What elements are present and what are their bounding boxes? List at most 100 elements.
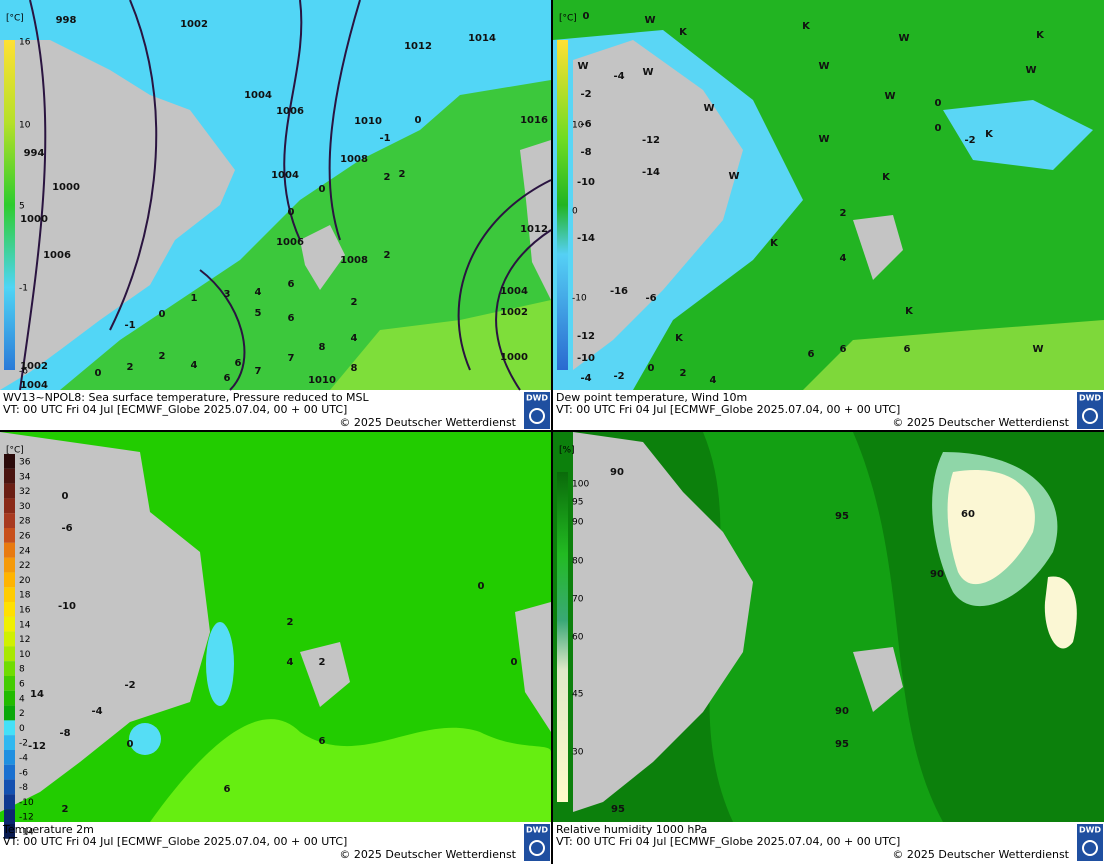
legend-cell [4, 468, 15, 484]
contour-label: 0 [95, 368, 102, 379]
contour-label: -2 [124, 680, 135, 691]
contour-label: -8 [580, 147, 591, 158]
contour-label: 6 [224, 784, 231, 795]
moist-area [703, 432, 943, 822]
contour-label: 0 [288, 207, 295, 218]
contour-label: 0 [478, 581, 485, 592]
legend-label: 24 [19, 546, 31, 556]
contour-label: 2 [287, 617, 294, 628]
contour-label: 0 [935, 123, 942, 134]
legend-label: 70 [572, 595, 584, 605]
legend-cell [4, 720, 15, 736]
dry-area [947, 470, 1035, 585]
unit-label: [°C] [6, 446, 24, 456]
warm-area [150, 719, 551, 822]
legend-label: 80 [572, 557, 584, 567]
contour-label: -10 [577, 177, 595, 188]
contour-label: -2 [613, 371, 624, 382]
legend-label: 10 [572, 121, 584, 131]
legend-label: 14 [19, 620, 31, 630]
contour-label: 1006 [43, 250, 71, 261]
warm-area [803, 320, 1104, 390]
legend-label: 4 [19, 694, 25, 704]
contour-label: -4 [613, 71, 624, 82]
legend-cell [4, 454, 15, 469]
contour-label: K [679, 27, 688, 38]
contour-label: K [1036, 30, 1045, 41]
contour-label: W [1032, 344, 1043, 355]
legend-cell [4, 809, 15, 824]
land [515, 602, 551, 732]
legend-label: -14 [19, 828, 34, 838]
contour-label: 2 [62, 804, 69, 815]
contour-label: 90 [835, 706, 849, 717]
panel: [%] 100 95 90 80 70 60 45 30 90 95 60 90 90 95 95 Relati… [553, 432, 1104, 864]
contour-label: 998 [56, 15, 77, 26]
panel: [°C]363432302826242220181614121086420-2-… [0, 432, 551, 864]
contour-label: 14 [30, 689, 44, 700]
contour-label: 2 [384, 172, 391, 183]
legend-cell [4, 794, 15, 810]
cold-area [943, 100, 1093, 170]
contour-label: 0 [127, 739, 134, 750]
contour-label: 90 [930, 569, 944, 580]
contour-label: W [818, 61, 829, 72]
contour-label: W [577, 61, 588, 72]
contour-label: 1012 [520, 224, 548, 235]
contour-label: 4 [840, 253, 847, 264]
legend-cell [4, 735, 15, 750]
contour-label: W [898, 33, 909, 44]
unit-label: [°C] [559, 14, 577, 24]
contour-label: W [818, 134, 829, 145]
land [0, 40, 235, 390]
land [300, 225, 345, 290]
legend-label: 30 [19, 502, 31, 512]
caption: WV13~NPOL8: Sea surface temperature, Pre… [3, 391, 370, 404]
legend-cell [4, 557, 15, 573]
legend-cell [4, 750, 15, 765]
contour-label: 8 [351, 363, 358, 374]
contour-label: -14 [577, 233, 595, 244]
contour-label: 0 [511, 657, 518, 668]
legend-label: 16 [19, 606, 31, 616]
legend-cell [4, 587, 15, 602]
legend-label: 0 [19, 724, 25, 734]
legend-label: -10 [19, 798, 34, 808]
contour-label: 6 [288, 279, 295, 290]
contour-label: 2 [399, 169, 406, 180]
contour-label: 1012 [404, 41, 432, 52]
contour-label: 6 [235, 358, 242, 369]
contour-label: -12 [577, 331, 595, 342]
contour-label: 1006 [276, 237, 304, 248]
legend-cell [4, 646, 15, 662]
contour-label: 1002 [180, 19, 208, 30]
contour-label: 1002 [500, 307, 528, 318]
copyright: © 2025 Deutscher Wetterdienst [892, 416, 1069, 429]
legend-label: 20 [19, 576, 31, 586]
legend-label: -8 [19, 783, 28, 793]
legend-cell [4, 779, 15, 795]
contour-label: 1004 [244, 90, 272, 101]
contour-label: 6 [808, 349, 815, 360]
legend-label: 12 [19, 635, 30, 645]
legend-label: -2 [19, 739, 28, 749]
contour-label: -10 [577, 353, 595, 364]
legend-label: -6 [19, 367, 28, 377]
contour-label: 2 [127, 362, 134, 373]
contour-label: 7 [288, 353, 295, 364]
legend-cell [4, 572, 15, 588]
contour-label: 95 [835, 511, 849, 522]
contour-label: 2 [384, 250, 391, 261]
contour-label: W [644, 15, 655, 26]
contour-label: 8 [319, 342, 326, 353]
contour-label: W [1025, 65, 1036, 76]
land [853, 647, 903, 712]
contour-label: 1010 [354, 116, 382, 127]
contour-label: 4 [287, 657, 294, 668]
logo: DWD [1079, 826, 1101, 835]
valid-time: VT: 00 UTC Fri 04 Jul [ECMWF_Globe 2025.… [3, 403, 347, 416]
legend-label: 36 [19, 458, 31, 468]
contour-label: -1 [124, 320, 135, 331]
